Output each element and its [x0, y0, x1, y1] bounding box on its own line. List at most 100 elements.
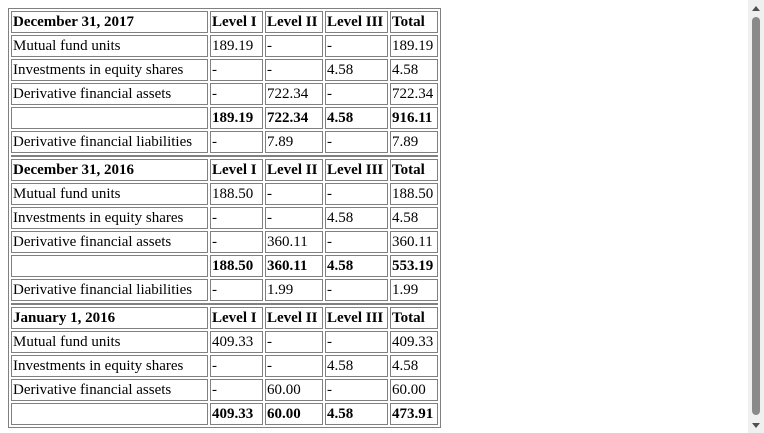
cell-value: -: [265, 331, 323, 353]
level-ii-header: Level II: [265, 11, 323, 33]
table-row: Investments in equity shares - - 4.58 4.…: [11, 59, 438, 81]
level-iii-header: Level III: [325, 11, 388, 33]
row-label: Derivative financial liabilities: [11, 279, 208, 301]
table-row: Mutual fund units 189.19 - - 189.19: [11, 35, 438, 57]
row-label: Mutual fund units: [11, 35, 208, 57]
total-value: 4.58: [325, 107, 388, 129]
cell-value: -: [265, 59, 323, 81]
level-i-header: Level I: [210, 307, 263, 329]
cell-value: -: [325, 279, 388, 301]
total-header: Total: [390, 159, 438, 181]
level-i-header: Level I: [210, 159, 263, 181]
total-value: 60.00: [265, 403, 323, 425]
row-label: Derivative financial liabilities: [11, 131, 208, 153]
cell-value: -: [325, 131, 388, 153]
total-value: 916.11: [390, 107, 438, 129]
period-header: December 31, 2016: [11, 159, 208, 181]
total-value: 4.58: [325, 255, 388, 277]
section-header-row: December 31, 2016 Level I Level II Level…: [11, 159, 438, 181]
level-ii-header: Level II: [265, 307, 323, 329]
total-header: Total: [390, 307, 438, 329]
cell-value: 188.50: [390, 183, 438, 205]
total-value: 360.11: [265, 255, 323, 277]
row-label: Derivative financial assets: [11, 379, 208, 401]
section-divider: [11, 303, 438, 305]
total-row: 189.19 722.34 4.58 916.11: [11, 107, 438, 129]
liabilities-row: Derivative financial liabilities - 1.99 …: [11, 279, 438, 301]
liabilities-row: Derivative financial liabilities - 7.89 …: [11, 131, 438, 153]
section-header-row: January 1, 2016 Level I Level II Level I…: [11, 307, 438, 329]
cell-value: -: [325, 35, 388, 57]
vertical-scrollbar[interactable]: [748, 0, 764, 433]
total-value: 553.19: [390, 255, 438, 277]
table-row: Mutual fund units 409.33 - - 409.33: [11, 331, 438, 353]
cell-value: 60.00: [390, 379, 438, 401]
cell-value: 4.58: [390, 355, 438, 377]
table-row: Mutual fund units 188.50 - - 188.50: [11, 183, 438, 205]
cell-value: -: [210, 279, 263, 301]
cell-value: -: [265, 183, 323, 205]
fair-value-table: December 31, 2017 Level I Level II Level…: [8, 8, 441, 428]
row-label: Derivative financial assets: [11, 231, 208, 253]
cell-value: 4.58: [325, 207, 388, 229]
cell-value: -: [210, 379, 263, 401]
cell-value: -: [210, 83, 263, 105]
cell-value: -: [210, 355, 263, 377]
cell-value: -: [325, 83, 388, 105]
cell-value: 188.50: [210, 183, 263, 205]
row-label: Derivative financial assets: [11, 83, 208, 105]
cell-value: -: [210, 59, 263, 81]
cell-value: 722.34: [265, 83, 323, 105]
cell-value: -: [325, 183, 388, 205]
cell-value: 7.89: [390, 131, 438, 153]
level-iii-header: Level III: [325, 159, 388, 181]
period-header: December 31, 2017: [11, 11, 208, 33]
cell-value: -: [265, 207, 323, 229]
total-value: 722.34: [265, 107, 323, 129]
cell-value: 7.89: [265, 131, 323, 153]
table-row: Derivative financial assets - 60.00 - 60…: [11, 379, 438, 401]
total-header: Total: [390, 11, 438, 33]
row-label: Investments in equity shares: [11, 207, 208, 229]
cell-value: 722.34: [390, 83, 438, 105]
cell-value: 189.19: [390, 35, 438, 57]
cell-value: -: [210, 131, 263, 153]
level-ii-header: Level II: [265, 159, 323, 181]
cell-value: 360.11: [265, 231, 323, 253]
row-label: Investments in equity shares: [11, 59, 208, 81]
cell-value: -: [265, 35, 323, 57]
row-label: [11, 403, 208, 425]
total-value: 188.50: [210, 255, 263, 277]
table-row: Derivative financial assets - 360.11 - 3…: [11, 231, 438, 253]
cell-value: 4.58: [325, 355, 388, 377]
section-divider: [11, 155, 438, 157]
scrollbar-thumb[interactable]: [752, 17, 760, 415]
scroll-down-arrow-icon[interactable]: [748, 417, 764, 433]
cell-value: 360.11: [390, 231, 438, 253]
cell-value: 4.58: [390, 207, 438, 229]
total-value: 189.19: [210, 107, 263, 129]
period-header: January 1, 2016: [11, 307, 208, 329]
total-row: 409.33 60.00 4.58 473.91: [11, 403, 438, 425]
divider-cell: [11, 303, 438, 305]
cell-value: 189.19: [210, 35, 263, 57]
row-label: [11, 107, 208, 129]
table-row: Investments in equity shares - - 4.58 4.…: [11, 207, 438, 229]
level-iii-header: Level III: [325, 307, 388, 329]
row-label: Investments in equity shares: [11, 355, 208, 377]
cell-value: 409.33: [210, 331, 263, 353]
cell-value: 4.58: [325, 59, 388, 81]
level-i-header: Level I: [210, 11, 263, 33]
scroll-up-arrow-icon[interactable]: [748, 0, 764, 16]
total-row: 188.50 360.11 4.58 553.19: [11, 255, 438, 277]
row-label: Mutual fund units: [11, 183, 208, 205]
divider-cell: [11, 155, 438, 157]
cell-value: 60.00: [265, 379, 323, 401]
row-label: [11, 255, 208, 277]
cell-value: -: [210, 231, 263, 253]
row-label: Mutual fund units: [11, 331, 208, 353]
cell-value: 409.33: [390, 331, 438, 353]
cell-value: -: [210, 207, 263, 229]
section-header-row: December 31, 2017 Level I Level II Level…: [11, 11, 438, 33]
cell-value: 1.99: [390, 279, 438, 301]
